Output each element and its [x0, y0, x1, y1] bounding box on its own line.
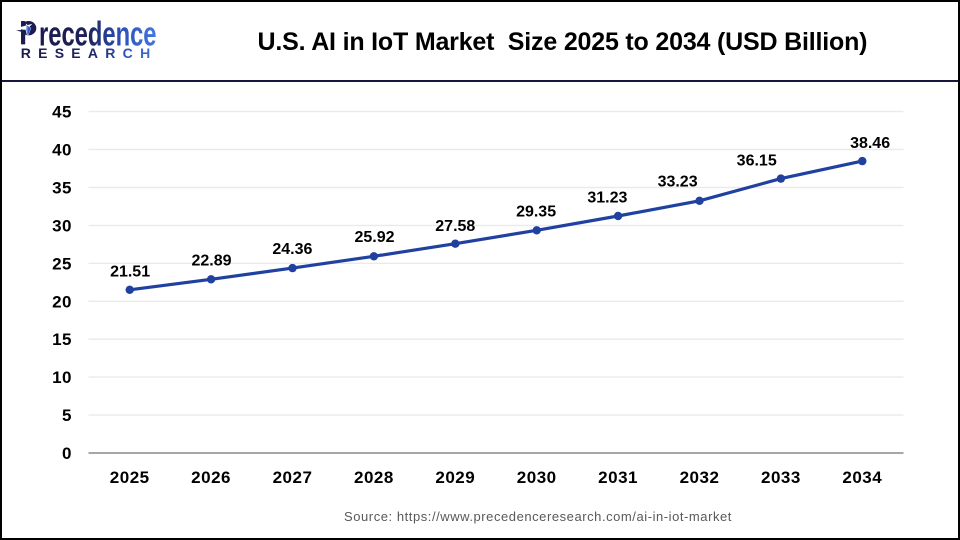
svg-text:0: 0 [62, 444, 72, 463]
svg-text:2028: 2028 [354, 468, 394, 487]
svg-text:25.92: 25.92 [354, 229, 394, 246]
svg-text:29.35: 29.35 [516, 203, 556, 220]
svg-text:2026: 2026 [191, 468, 231, 487]
svg-text:2033: 2033 [761, 468, 801, 487]
svg-text:31.23: 31.23 [587, 190, 627, 207]
svg-text:5: 5 [62, 406, 72, 425]
svg-text:24.36: 24.36 [272, 241, 312, 258]
svg-text:15: 15 [52, 330, 72, 349]
svg-text:36.15: 36.15 [737, 153, 777, 170]
svg-text:38.46: 38.46 [850, 135, 890, 152]
svg-text:40: 40 [52, 141, 72, 160]
svg-text:Source: https://www.precedence: Source: https://www.precedenceresearch.c… [344, 509, 732, 524]
svg-text:25: 25 [52, 254, 72, 273]
svg-text:2027: 2027 [273, 468, 313, 487]
svg-text:recedence: recedence [39, 16, 157, 54]
svg-text:22.89: 22.89 [191, 252, 231, 269]
svg-text:45: 45 [52, 103, 72, 122]
svg-text:35: 35 [52, 179, 72, 198]
svg-text:30: 30 [52, 216, 72, 235]
svg-text:2029: 2029 [435, 468, 475, 487]
svg-text:21.51: 21.51 [110, 263, 150, 280]
svg-text:27.58: 27.58 [435, 218, 475, 235]
svg-text:20: 20 [52, 292, 72, 311]
svg-text:10: 10 [52, 368, 72, 387]
svg-text:2031: 2031 [598, 468, 638, 487]
svg-text:2030: 2030 [517, 468, 557, 487]
svg-text:2034: 2034 [842, 468, 882, 487]
svg-text:2025: 2025 [110, 468, 150, 487]
svg-text:2032: 2032 [680, 468, 720, 487]
svg-text:33.23: 33.23 [658, 174, 698, 191]
